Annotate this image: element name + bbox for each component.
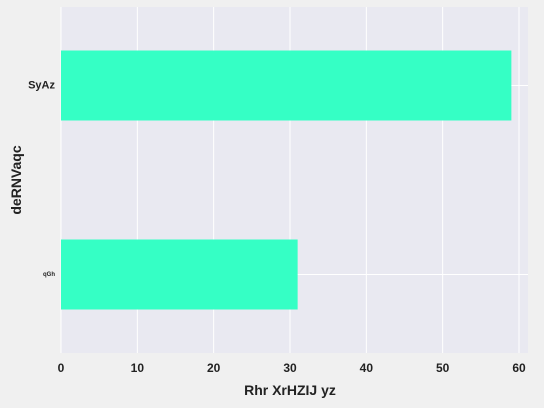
bar-series: [61, 50, 512, 310]
y-axis-title: deRNVaqc: [8, 145, 24, 214]
x-tick-labels: 0 10 20 30 40 50 60: [58, 361, 526, 375]
x-tick-label-60: 60: [512, 361, 526, 375]
bar-SyAz: [61, 50, 512, 121]
x-tick-label-0: 0: [58, 361, 65, 375]
y-tick-label-SyAz: SyAz: [28, 79, 55, 91]
bar-qGh: [61, 239, 298, 310]
x-tick-label-20: 20: [207, 361, 221, 375]
x-tick-label-30: 30: [283, 361, 297, 375]
x-tick-label-40: 40: [360, 361, 374, 375]
y-tick-label-qGh: qGh: [43, 272, 55, 278]
y-tick-labels: SyAz qGh: [28, 79, 55, 278]
x-tick-label-10: 10: [131, 361, 145, 375]
x-axis-title: Rhr XrHZIJ yz: [244, 382, 336, 398]
x-tick-label-50: 50: [436, 361, 450, 375]
